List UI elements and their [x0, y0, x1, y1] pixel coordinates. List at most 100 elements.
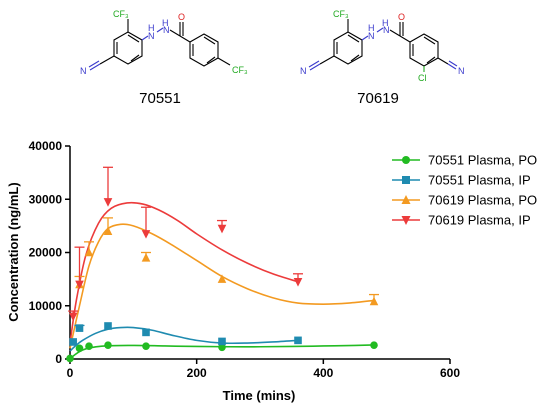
legend-label: 70619 Plasma, IP	[428, 213, 531, 228]
nitrile-triple	[309, 63, 321, 71]
axis-ticks: 0 200 400 600 0 10000 20000 30000 40000	[29, 139, 461, 380]
nitrile-bond	[99, 55, 115, 65]
legend-label: 70551 Plasma, PO	[428, 153, 537, 168]
data-point	[85, 342, 93, 351]
nitrile-triple	[88, 60, 100, 68]
data-point	[217, 274, 227, 283]
atom-labels-70551: CF₃ CF₃ N O H N H N	[80, 9, 248, 76]
ring-a-bond	[130, 54, 140, 62]
data-point	[369, 296, 379, 306]
y-tick-label: 20000	[29, 246, 63, 260]
ring-b-bond	[203, 36, 216, 45]
ring-a-bond	[350, 54, 360, 62]
cf3-label: CF₃	[113, 9, 129, 19]
nitrile-n-label: N	[300, 66, 307, 76]
nh-n-label: N	[368, 31, 375, 41]
cl-label: Cl	[418, 73, 427, 83]
nitrile-n-label: N	[80, 66, 87, 76]
y-tick-label: 40000	[29, 139, 63, 153]
pk-chart: 0 200 400 600 0 10000 20000 30000 40000 Time (mi…	[6, 139, 460, 403]
nitrile-triple	[447, 63, 457, 70]
data-point	[66, 354, 74, 363]
compound-id-70551: 70551	[139, 90, 181, 107]
legend-label: 70619 Plasma, PO	[428, 193, 537, 208]
data-point	[75, 324, 84, 332]
data-point	[104, 341, 112, 349]
y-tick-label: 0	[55, 352, 62, 366]
ring-b-bond	[426, 56, 436, 64]
x-tick-label: 200	[187, 366, 207, 380]
aryl-bond	[399, 35, 411, 43]
fit-curve-series-3	[69, 201, 299, 344]
nh-n-label: N	[148, 31, 155, 41]
atom-labels-70619: CF₃ Cl N N O H N H N	[300, 9, 465, 83]
ring-b-bond	[206, 56, 216, 64]
ring-a-bond	[347, 34, 360, 43]
data-point	[142, 342, 150, 351]
carbonyl-o-label: O	[398, 12, 405, 22]
cf3-bond	[217, 57, 231, 66]
structure-70619	[308, 19, 458, 72]
nitrile-triple	[448, 60, 458, 67]
data-point	[218, 343, 226, 352]
data-point	[293, 277, 303, 287]
data-point	[142, 328, 150, 337]
legend-marker	[402, 176, 410, 184]
data-point	[103, 226, 113, 235]
nh-n-label: N	[383, 25, 390, 35]
y-tick-label: 10000	[29, 299, 63, 313]
legend-marker	[401, 195, 411, 204]
compound-id-70619: 70619	[357, 90, 399, 107]
data-point	[104, 322, 112, 330]
data-point	[218, 337, 226, 346]
x-tick-label: 600	[440, 366, 460, 380]
data-point	[141, 230, 151, 239]
legend-label: 70551 Plasma, IP	[428, 173, 531, 188]
nitrile-bond	[319, 55, 335, 65]
cf3-label: CF₃	[232, 65, 248, 75]
data-point	[84, 247, 94, 257]
nh-label: H	[382, 18, 389, 28]
x-axis-title: Time (mins)	[223, 388, 296, 403]
structure-70551	[88, 19, 231, 71]
fit-curve-series-2	[69, 223, 375, 349]
data-point	[217, 224, 227, 234]
ring-a-bond	[127, 34, 140, 43]
data-point	[141, 253, 151, 262]
aryl-bond	[179, 35, 191, 43]
ring-b-70619	[409, 33, 439, 67]
data-point	[294, 336, 302, 345]
data-point	[75, 344, 84, 353]
amide-bond	[389, 29, 401, 37]
data-markers	[66, 198, 379, 363]
data-point	[370, 341, 378, 349]
y-tick-label: 30000	[29, 192, 63, 206]
ring-a-70619	[333, 31, 363, 65]
ring-b-70551	[189, 33, 219, 67]
nitrile-n-label: N	[458, 66, 465, 76]
nh-label: H	[148, 23, 155, 33]
data-point	[69, 338, 77, 346]
data-point	[68, 312, 78, 322]
x-tick-label: 400	[313, 366, 333, 380]
y-axis-title: Concentration (ng/mL)	[6, 182, 21, 321]
nh-bond	[361, 35, 369, 41]
nh-n-label: N	[163, 25, 170, 35]
cf3-label: CF₃	[333, 9, 349, 19]
nh-label: H	[368, 23, 375, 33]
nn-bond	[156, 27, 164, 33]
amide-bond	[169, 29, 181, 37]
nh-bond	[141, 35, 149, 41]
data-point	[75, 280, 84, 290]
fit-curve-series-0	[69, 344, 375, 360]
nitrile-triple	[89, 63, 101, 71]
legend-marker	[401, 216, 411, 225]
legend-marker	[402, 156, 410, 164]
nitrile-triple	[308, 60, 320, 68]
ring-b-bond	[423, 36, 436, 45]
data-point	[103, 198, 113, 207]
chart-legend: 70551 Plasma, PO 70551 Plasma, IP 70619 Pl…	[392, 153, 537, 228]
nh-label: H	[162, 18, 169, 28]
